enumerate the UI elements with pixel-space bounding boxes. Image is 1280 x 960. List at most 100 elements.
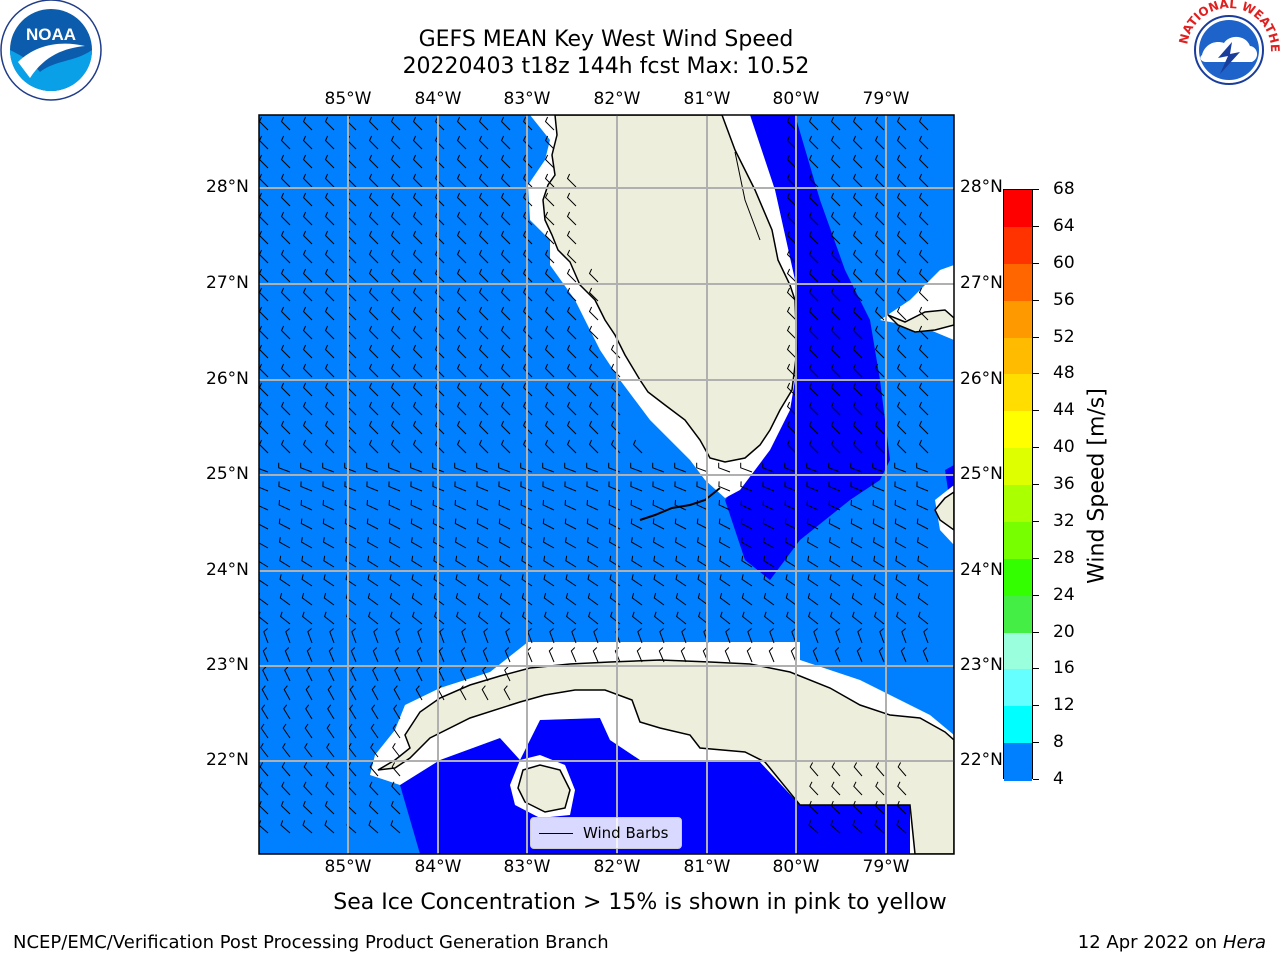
colorbar-tick (1033, 779, 1039, 780)
wind-barb (278, 518, 291, 530)
wind-barb (786, 325, 797, 340)
wind-barb (852, 249, 863, 264)
colorbar-tick (1033, 705, 1039, 707)
wind-barb (324, 439, 335, 454)
wind-barb (482, 666, 489, 682)
wind-barb (500, 344, 511, 359)
lon-tick-top: 79°W (862, 89, 910, 109)
wind-barb (829, 555, 841, 568)
wind-barb (412, 611, 423, 625)
wind-barb (566, 325, 577, 340)
wind-barb (918, 173, 929, 188)
wind-barb (830, 401, 841, 416)
colorbar-tick-label: 36 (1053, 474, 1075, 494)
wind-barb (852, 192, 863, 207)
wind-barb (307, 628, 313, 644)
wind-barb (367, 555, 379, 568)
wind-barb (675, 574, 687, 587)
wind-barb (896, 249, 907, 264)
wind-barb (850, 537, 863, 549)
wind-barb (718, 481, 731, 492)
wind-barb (454, 537, 467, 549)
wind-barb (852, 173, 863, 188)
footer-branch: NCEP/EMC/Verification Post Processing Pr… (13, 932, 609, 953)
wind-barb (329, 628, 335, 644)
wind-barb (476, 537, 489, 549)
wind-barb (388, 537, 401, 549)
wind-barb (878, 647, 885, 663)
wind-barb (828, 462, 841, 473)
wind-barb (786, 611, 797, 625)
wind-barb (328, 647, 335, 663)
wind-barb (432, 462, 445, 473)
wind-barb (851, 555, 863, 568)
wind-barb (281, 762, 291, 777)
wind-barb (434, 230, 445, 245)
wind-barb (438, 647, 445, 663)
wind-barb (259, 486, 269, 492)
wind-barb (807, 592, 819, 606)
wind-barb (830, 611, 841, 625)
wind-barb (478, 325, 489, 340)
wind-barb (653, 592, 665, 606)
chart-subtitle: 20220403 t18z 144h fcst Max: 10.52 (402, 54, 810, 79)
wind-barb (850, 518, 863, 530)
wind-barb (894, 499, 907, 511)
wind-barb (901, 628, 907, 644)
wind-barb (588, 344, 599, 359)
wind-barb (368, 420, 379, 435)
wind-barb (324, 154, 335, 169)
wind-barb (281, 781, 291, 796)
wind-barb (324, 135, 335, 150)
wind-barb (390, 116, 401, 131)
wind-barb (785, 592, 797, 606)
wind-barb (807, 555, 819, 568)
wind-barb (874, 401, 885, 416)
wind-barb (544, 325, 555, 340)
wind-barb (565, 592, 577, 606)
wind-barb (718, 462, 731, 473)
wind-barb (918, 249, 929, 264)
wind-barb (588, 268, 599, 283)
wind-barb (587, 555, 599, 568)
wind-barb (762, 518, 775, 530)
wind-barb (566, 249, 577, 264)
wind-barb (306, 647, 313, 663)
wind-barb (411, 555, 423, 568)
colorbar-segment (1004, 337, 1032, 375)
wind-barb (500, 116, 511, 131)
wind-barb (895, 555, 907, 568)
wind-barb (279, 592, 291, 606)
wind-barb (636, 647, 643, 663)
wind-barb (786, 287, 797, 302)
wind-barb (784, 537, 797, 549)
wind-barb (395, 628, 401, 644)
wind-barb (412, 135, 423, 150)
wind-barb (896, 420, 907, 435)
wind-barb (808, 192, 819, 207)
wind-barb (630, 537, 643, 549)
wind-barb (873, 592, 885, 606)
wind-barb (350, 666, 357, 682)
wind-barb (504, 647, 511, 663)
wind-barb (653, 555, 665, 568)
wind-barb (390, 800, 401, 815)
wind-barb (894, 518, 907, 530)
wind-barb (786, 249, 797, 264)
footer-machine: Hera (1222, 932, 1266, 953)
wind-barb (874, 192, 885, 207)
wind-barb (918, 154, 929, 169)
wind-barb (853, 762, 863, 777)
wind-barb (345, 555, 357, 568)
wind-barb (278, 462, 291, 473)
wind-barb (631, 574, 643, 587)
wind-barb (917, 592, 929, 606)
wind-barb (918, 325, 929, 340)
wind-barb (522, 154, 533, 169)
wind-barb (615, 628, 621, 644)
wind-barb (434, 211, 445, 226)
wind-barb (874, 344, 885, 359)
wind-barb (696, 462, 709, 473)
wind-barb (412, 173, 423, 188)
wind-barb (302, 800, 313, 815)
